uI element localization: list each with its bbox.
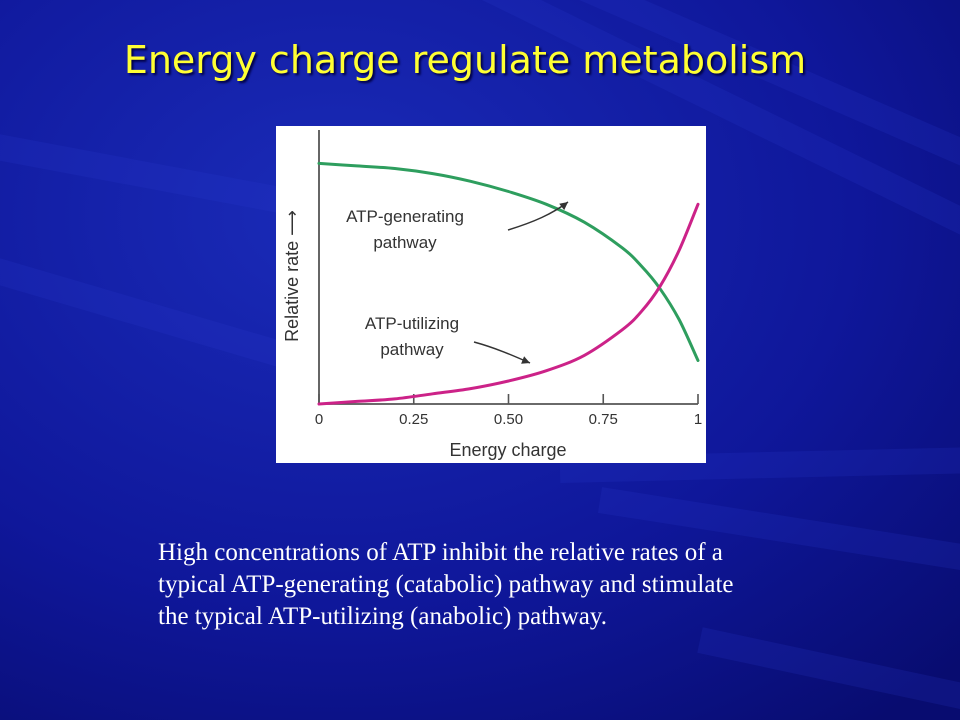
generating-label-line-2: pathway (373, 233, 437, 252)
generating-leader-line (507, 201, 569, 231)
x-axis-label: Energy charge (449, 440, 566, 460)
slide-title: Energy charge regulate metabolism (123, 38, 807, 82)
utilizing-label-line-2: pathway (380, 340, 444, 359)
x-tick-label: 0.75 (589, 411, 618, 428)
generating-annotation: ATP-generating pathway (346, 201, 569, 252)
x-tick-label: 0.25 (399, 411, 428, 428)
energy-charge-chart: 0 0.25 0.50 0.75 1 Energy charge Relative rate… (282, 130, 702, 460)
generating-arrowhead (559, 202, 568, 211)
caption-line-3: the typical ATP-utilizing (anabolic) pat… (158, 603, 607, 630)
utilizing-curve (317, 202, 700, 406)
generating-label-line-1: ATP-generating (346, 207, 464, 226)
utilizing-arrowhead (521, 356, 530, 364)
caption-line-1: High concentrations of ATP inhibit the r… (158, 539, 723, 566)
slide-caption: High concentrations of ATP inhibit the r… (158, 537, 918, 633)
chart-panel: 0 0.25 0.50 0.75 1 Energy charge Relative rate… (276, 126, 706, 463)
x-tick-label: 1 (694, 411, 702, 428)
x-tick-label: 0 (315, 411, 323, 428)
utilizing-label-line-1: ATP-utilizing (365, 314, 459, 333)
utilizing-annotation: ATP-utilizing pathway (365, 314, 531, 364)
x-tick-label: 0.50 (494, 411, 523, 428)
caption-line-2: typical ATP-generating (catabolic) pathw… (158, 571, 734, 598)
utilizing-leader-line (473, 341, 531, 364)
y-axis-label: Relative rate ⟶ (282, 210, 302, 342)
